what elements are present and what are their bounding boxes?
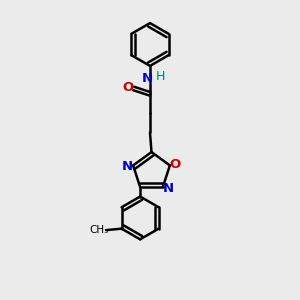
Text: N: N <box>122 160 133 173</box>
Text: N: N <box>142 72 153 85</box>
Text: H: H <box>155 70 165 83</box>
Text: N: N <box>163 182 174 195</box>
Text: CH₃: CH₃ <box>89 225 108 235</box>
Text: O: O <box>123 81 134 94</box>
Text: O: O <box>169 158 181 171</box>
